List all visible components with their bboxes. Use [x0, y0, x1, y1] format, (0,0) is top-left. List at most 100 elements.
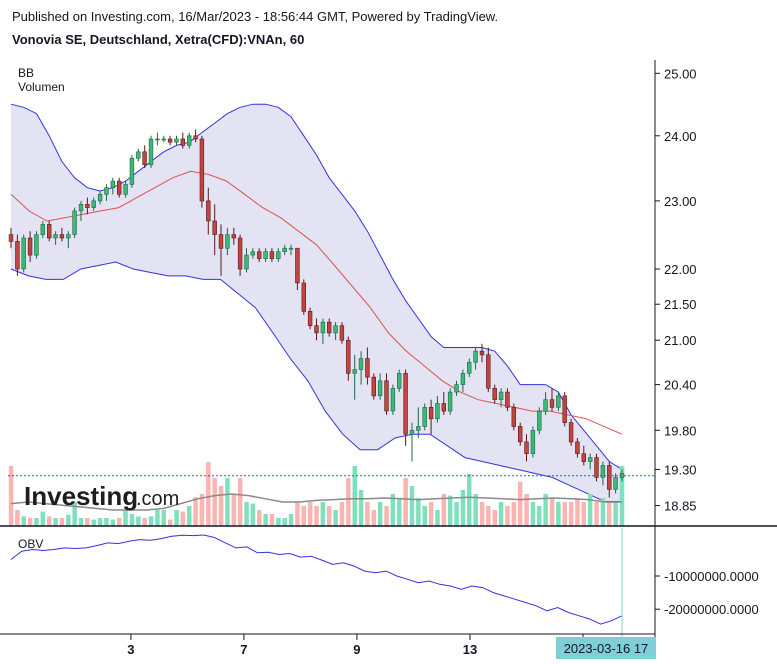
candle-body [218, 234, 224, 249]
obv-line [10, 534, 623, 625]
volume-bar [530, 502, 536, 526]
candle-body [187, 135, 192, 146]
candle [193, 129, 198, 143]
candle-body [307, 310, 313, 326]
candle-body [40, 224, 46, 235]
volume-bar [269, 514, 275, 526]
candle-body [346, 339, 351, 374]
candle-body [320, 321, 326, 334]
candle [517, 422, 523, 446]
candle-body [428, 406, 434, 420]
candle-body [27, 237, 33, 256]
time-tick-label: 3 [127, 642, 134, 657]
candle-body [78, 204, 84, 212]
candle-body [314, 325, 319, 334]
volume-bar [543, 494, 548, 526]
volume-bar [148, 516, 154, 526]
volume-bar [339, 502, 345, 526]
candle [174, 135, 179, 146]
candle-body [167, 138, 173, 143]
candle-body [91, 200, 96, 208]
candle-body [365, 358, 370, 378]
volume-bar [212, 478, 217, 526]
volume-bar [498, 502, 504, 526]
candle [365, 347, 370, 385]
candle-body [59, 234, 65, 239]
volume-bar [492, 510, 497, 526]
volume-bar [47, 516, 52, 526]
candle [59, 227, 65, 242]
candle-body [136, 151, 141, 159]
candle-body [326, 321, 332, 334]
volume-bar [295, 502, 300, 526]
volume-bar [263, 514, 268, 526]
volume-bar [473, 494, 478, 526]
volume-bar [327, 506, 332, 526]
candle [556, 392, 561, 412]
candle-body [199, 138, 205, 202]
symbol-title: Vonovia SE, Deutschland, Xetra(CFD):VNAn… [12, 32, 305, 47]
candle [66, 231, 71, 249]
volume-bar [250, 503, 256, 526]
candle-body [358, 358, 364, 370]
crosshair-date-label: 2023-03-16 17 [564, 641, 649, 656]
candle-body [607, 465, 612, 490]
candle-body [479, 350, 485, 356]
candle [505, 388, 510, 412]
candle-body [333, 325, 338, 334]
candle-body [339, 325, 345, 341]
candle-body [206, 200, 211, 222]
candle-body [282, 247, 287, 252]
candle [549, 388, 555, 412]
candle-body [193, 135, 198, 140]
candle [167, 135, 173, 146]
candle [256, 248, 262, 262]
candle [218, 224, 224, 276]
candle-body [117, 180, 122, 195]
volume-bar [397, 498, 402, 526]
candle [339, 322, 345, 344]
volume-bar [581, 502, 587, 526]
volume-bar [174, 510, 179, 526]
candle [231, 227, 236, 245]
candle [53, 231, 58, 245]
volume-bar [511, 502, 517, 526]
price-tick-label: 24.00 [664, 129, 697, 144]
volume-bar [288, 514, 294, 526]
volume-bar [123, 510, 128, 526]
candle-body [466, 361, 472, 374]
volume-bar [257, 510, 262, 526]
volume-bar [562, 502, 567, 526]
candle-body [15, 241, 20, 270]
candle [161, 135, 166, 143]
volume-bar [218, 486, 224, 526]
candle-body [129, 158, 135, 185]
candle [155, 132, 160, 146]
candle-body [543, 399, 548, 412]
bollinger-band-fill [11, 104, 622, 502]
candle [492, 384, 497, 404]
candle-body [486, 354, 491, 389]
candle [613, 473, 618, 494]
candle [97, 191, 103, 205]
candle-body [85, 204, 90, 208]
candle-body [511, 406, 516, 427]
candle [371, 373, 376, 400]
candle-body [549, 399, 555, 408]
volume-bar [587, 494, 593, 526]
candle-body [396, 373, 402, 389]
candle [543, 392, 548, 415]
price-tick-label: 19.30 [664, 462, 697, 477]
candle [454, 380, 459, 396]
legend-bb: BB [18, 66, 34, 80]
volume-bar [575, 498, 580, 526]
candle [117, 177, 122, 198]
candle-body [587, 457, 593, 462]
candle-body [256, 251, 262, 259]
candle [441, 392, 446, 415]
volume-bar [91, 519, 96, 526]
candle-body [454, 384, 459, 393]
candle-body [505, 391, 510, 408]
candle [288, 244, 294, 256]
